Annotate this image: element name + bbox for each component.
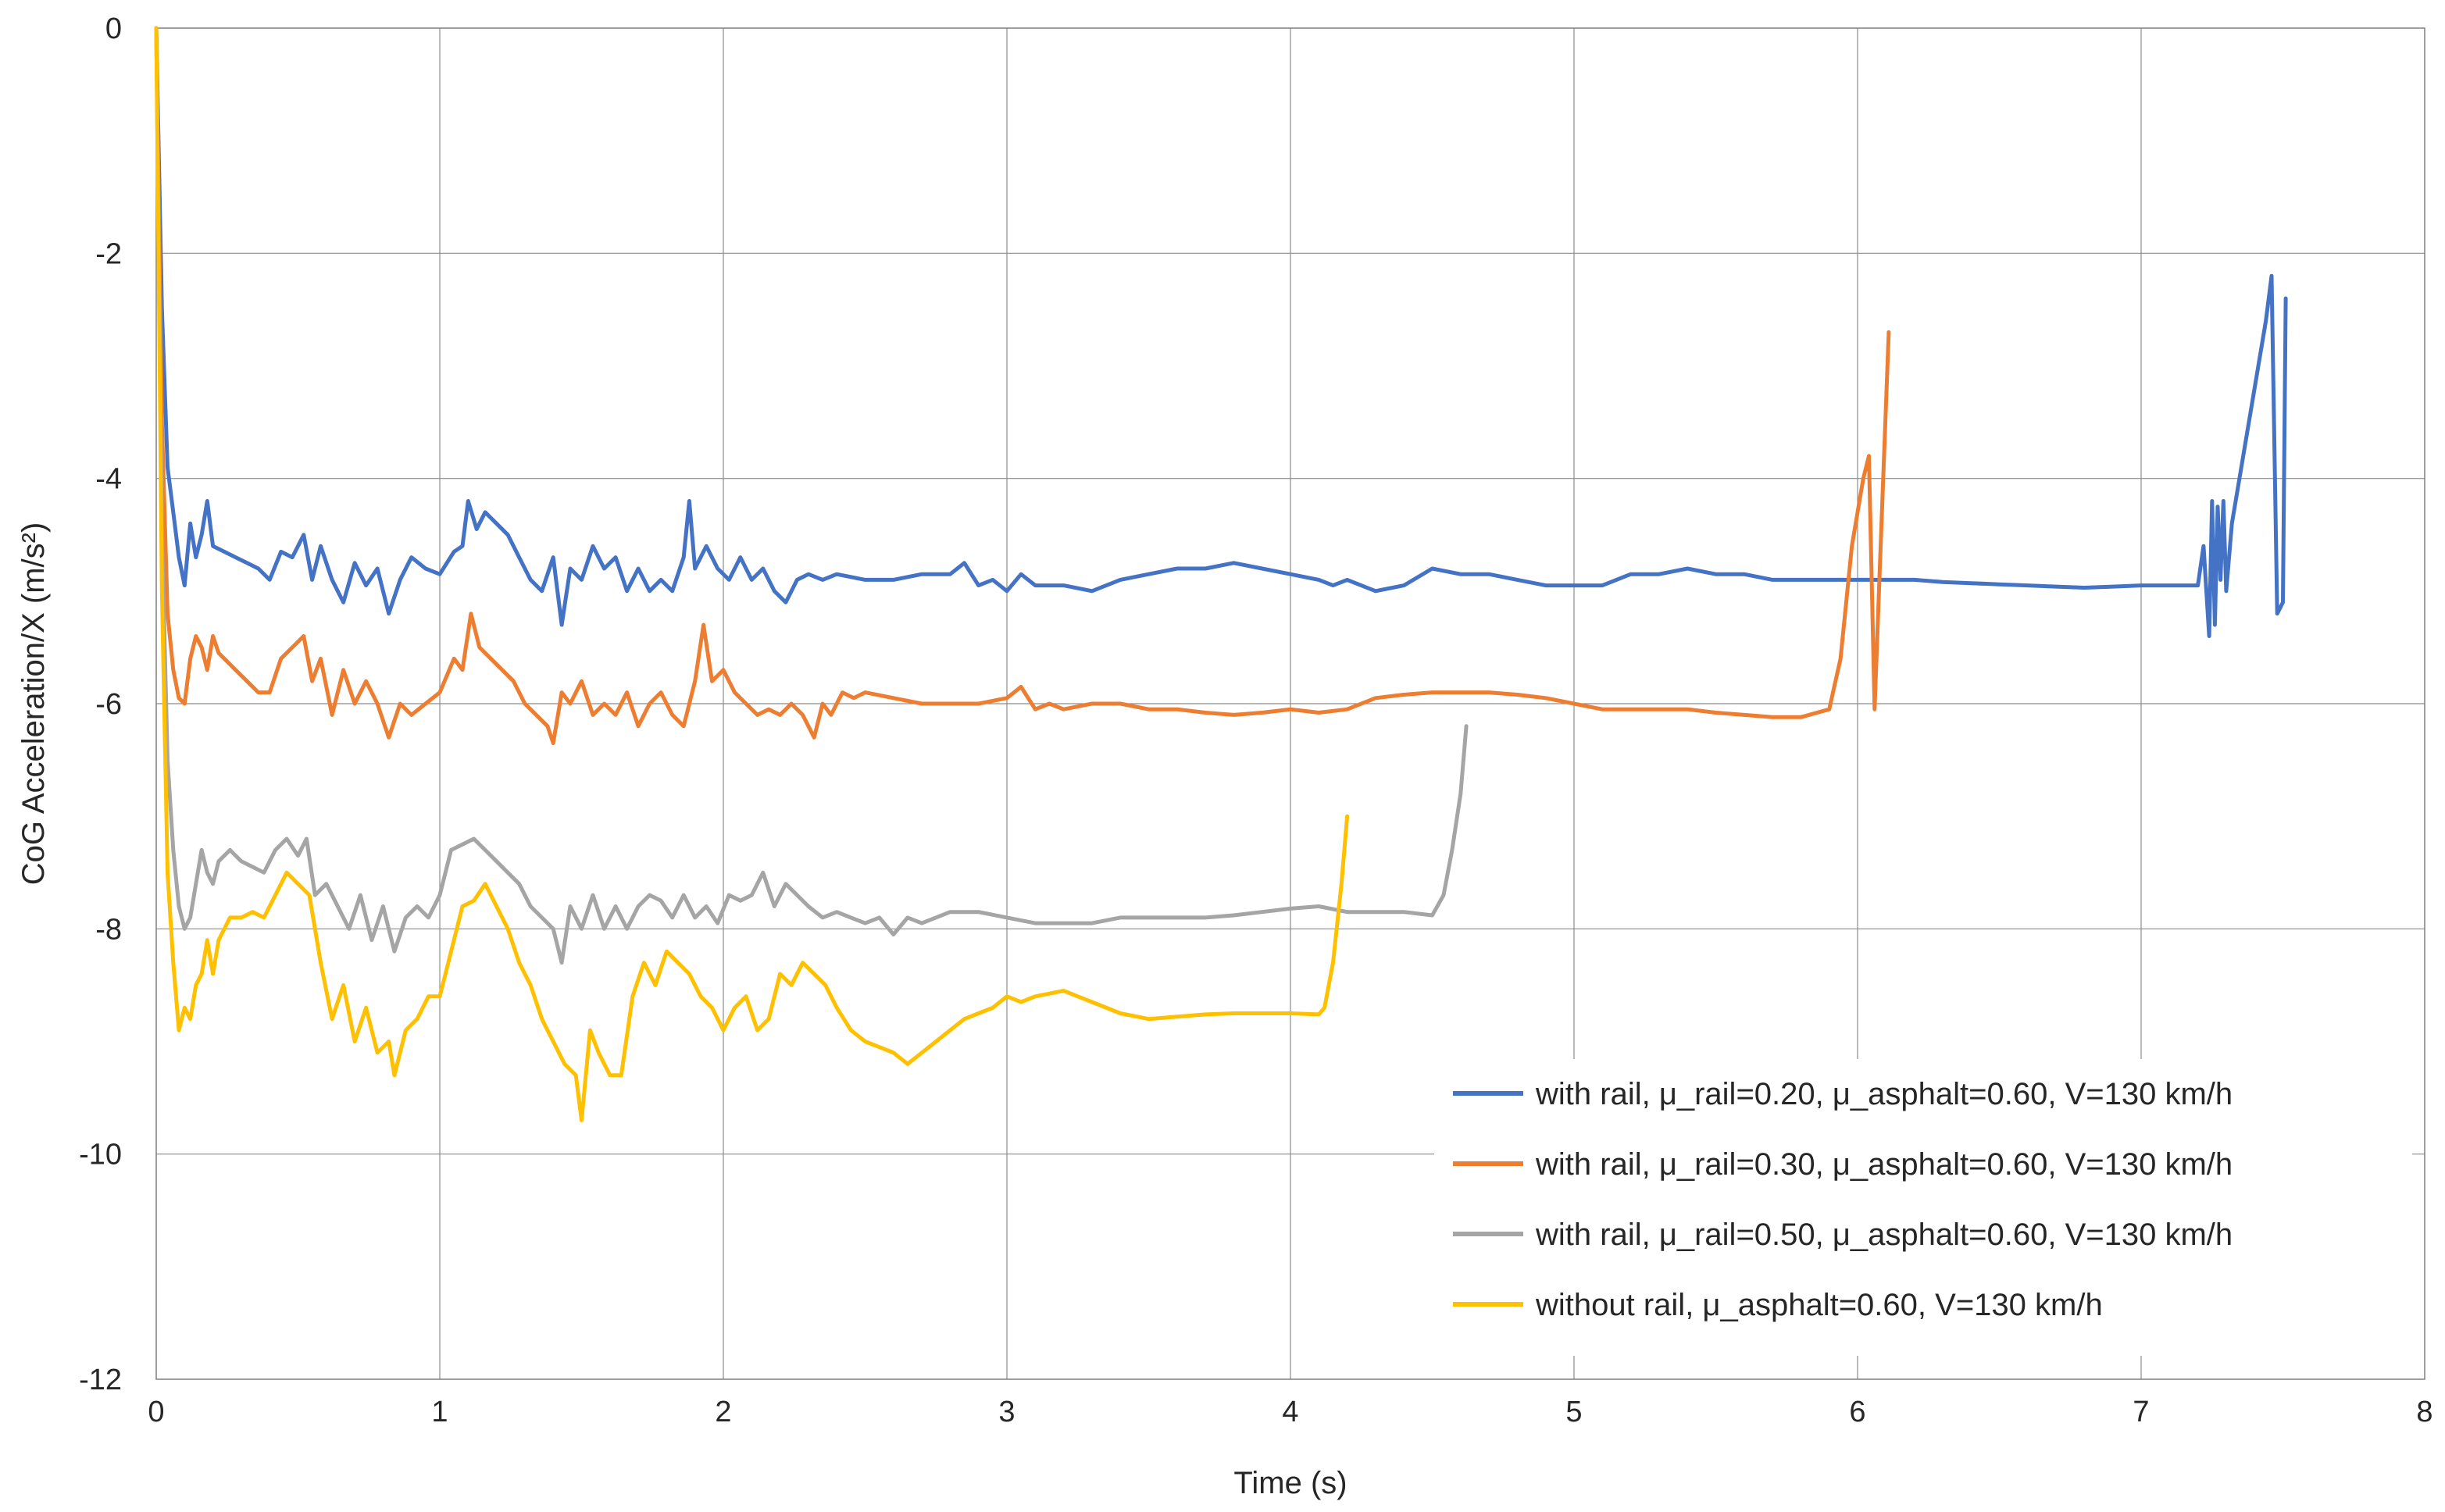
x-tick-label: 6 bbox=[1849, 1396, 1865, 1428]
y-tick-label: -6 bbox=[95, 688, 122, 721]
series-line-2 bbox=[154, 26, 1891, 745]
y-tick-label: -12 bbox=[79, 1364, 122, 1396]
y-tick-label: -10 bbox=[79, 1139, 122, 1171]
legend-label-2: with rail, μ_rail=0.30, μ_asphalt=0.60, … bbox=[1535, 1147, 2233, 1182]
plot-border bbox=[155, 27, 2425, 1380]
x-tick-label: 1 bbox=[431, 1396, 448, 1428]
x-tick-label: 8 bbox=[2416, 1396, 2433, 1428]
y-tick-label: 0 bbox=[105, 12, 122, 45]
plot-area bbox=[155, 27, 2425, 1380]
x-axis-title: Time (s) bbox=[1233, 1466, 1347, 1500]
y-axis-ticks: 0 -2 -4 -6 -8 -10 -12 bbox=[79, 12, 122, 1396]
legend-label-3: with rail, μ_rail=0.50, μ_asphalt=0.60, … bbox=[1535, 1218, 2233, 1252]
x-axis-ticks: 0 1 2 3 4 5 6 7 8 bbox=[148, 1396, 2433, 1428]
legend-label-4: without rail, μ_asphalt=0.60, V=130 km/h bbox=[1535, 1288, 2103, 1322]
x-tick-label: 2 bbox=[715, 1396, 731, 1428]
y-tick-label: -4 bbox=[95, 463, 122, 496]
series-line-1 bbox=[154, 26, 2288, 638]
legend-box bbox=[1434, 1059, 2412, 1356]
y-tick-label: -8 bbox=[95, 913, 122, 946]
x-tick-label: 7 bbox=[2133, 1396, 2149, 1428]
x-tick-label: 0 bbox=[148, 1396, 164, 1428]
series-layer bbox=[154, 26, 2288, 1122]
legend-label-1: with rail, μ_rail=0.20, μ_asphalt=0.60, … bbox=[1535, 1077, 2233, 1111]
x-tick-label: 3 bbox=[998, 1396, 1015, 1428]
x-tick-label: 4 bbox=[1282, 1396, 1298, 1428]
series-line-3 bbox=[154, 26, 1469, 965]
x-tick-label: 5 bbox=[1565, 1396, 1582, 1428]
y-axis-title: CoG Acceleration/X (m/s²) bbox=[16, 522, 51, 886]
legend: with rail, μ_rail=0.20, μ_asphalt=0.60, … bbox=[1434, 1059, 2412, 1356]
y-tick-label: -2 bbox=[95, 237, 122, 270]
series-line-4 bbox=[154, 26, 1350, 1122]
gridlines bbox=[156, 28, 2425, 1379]
